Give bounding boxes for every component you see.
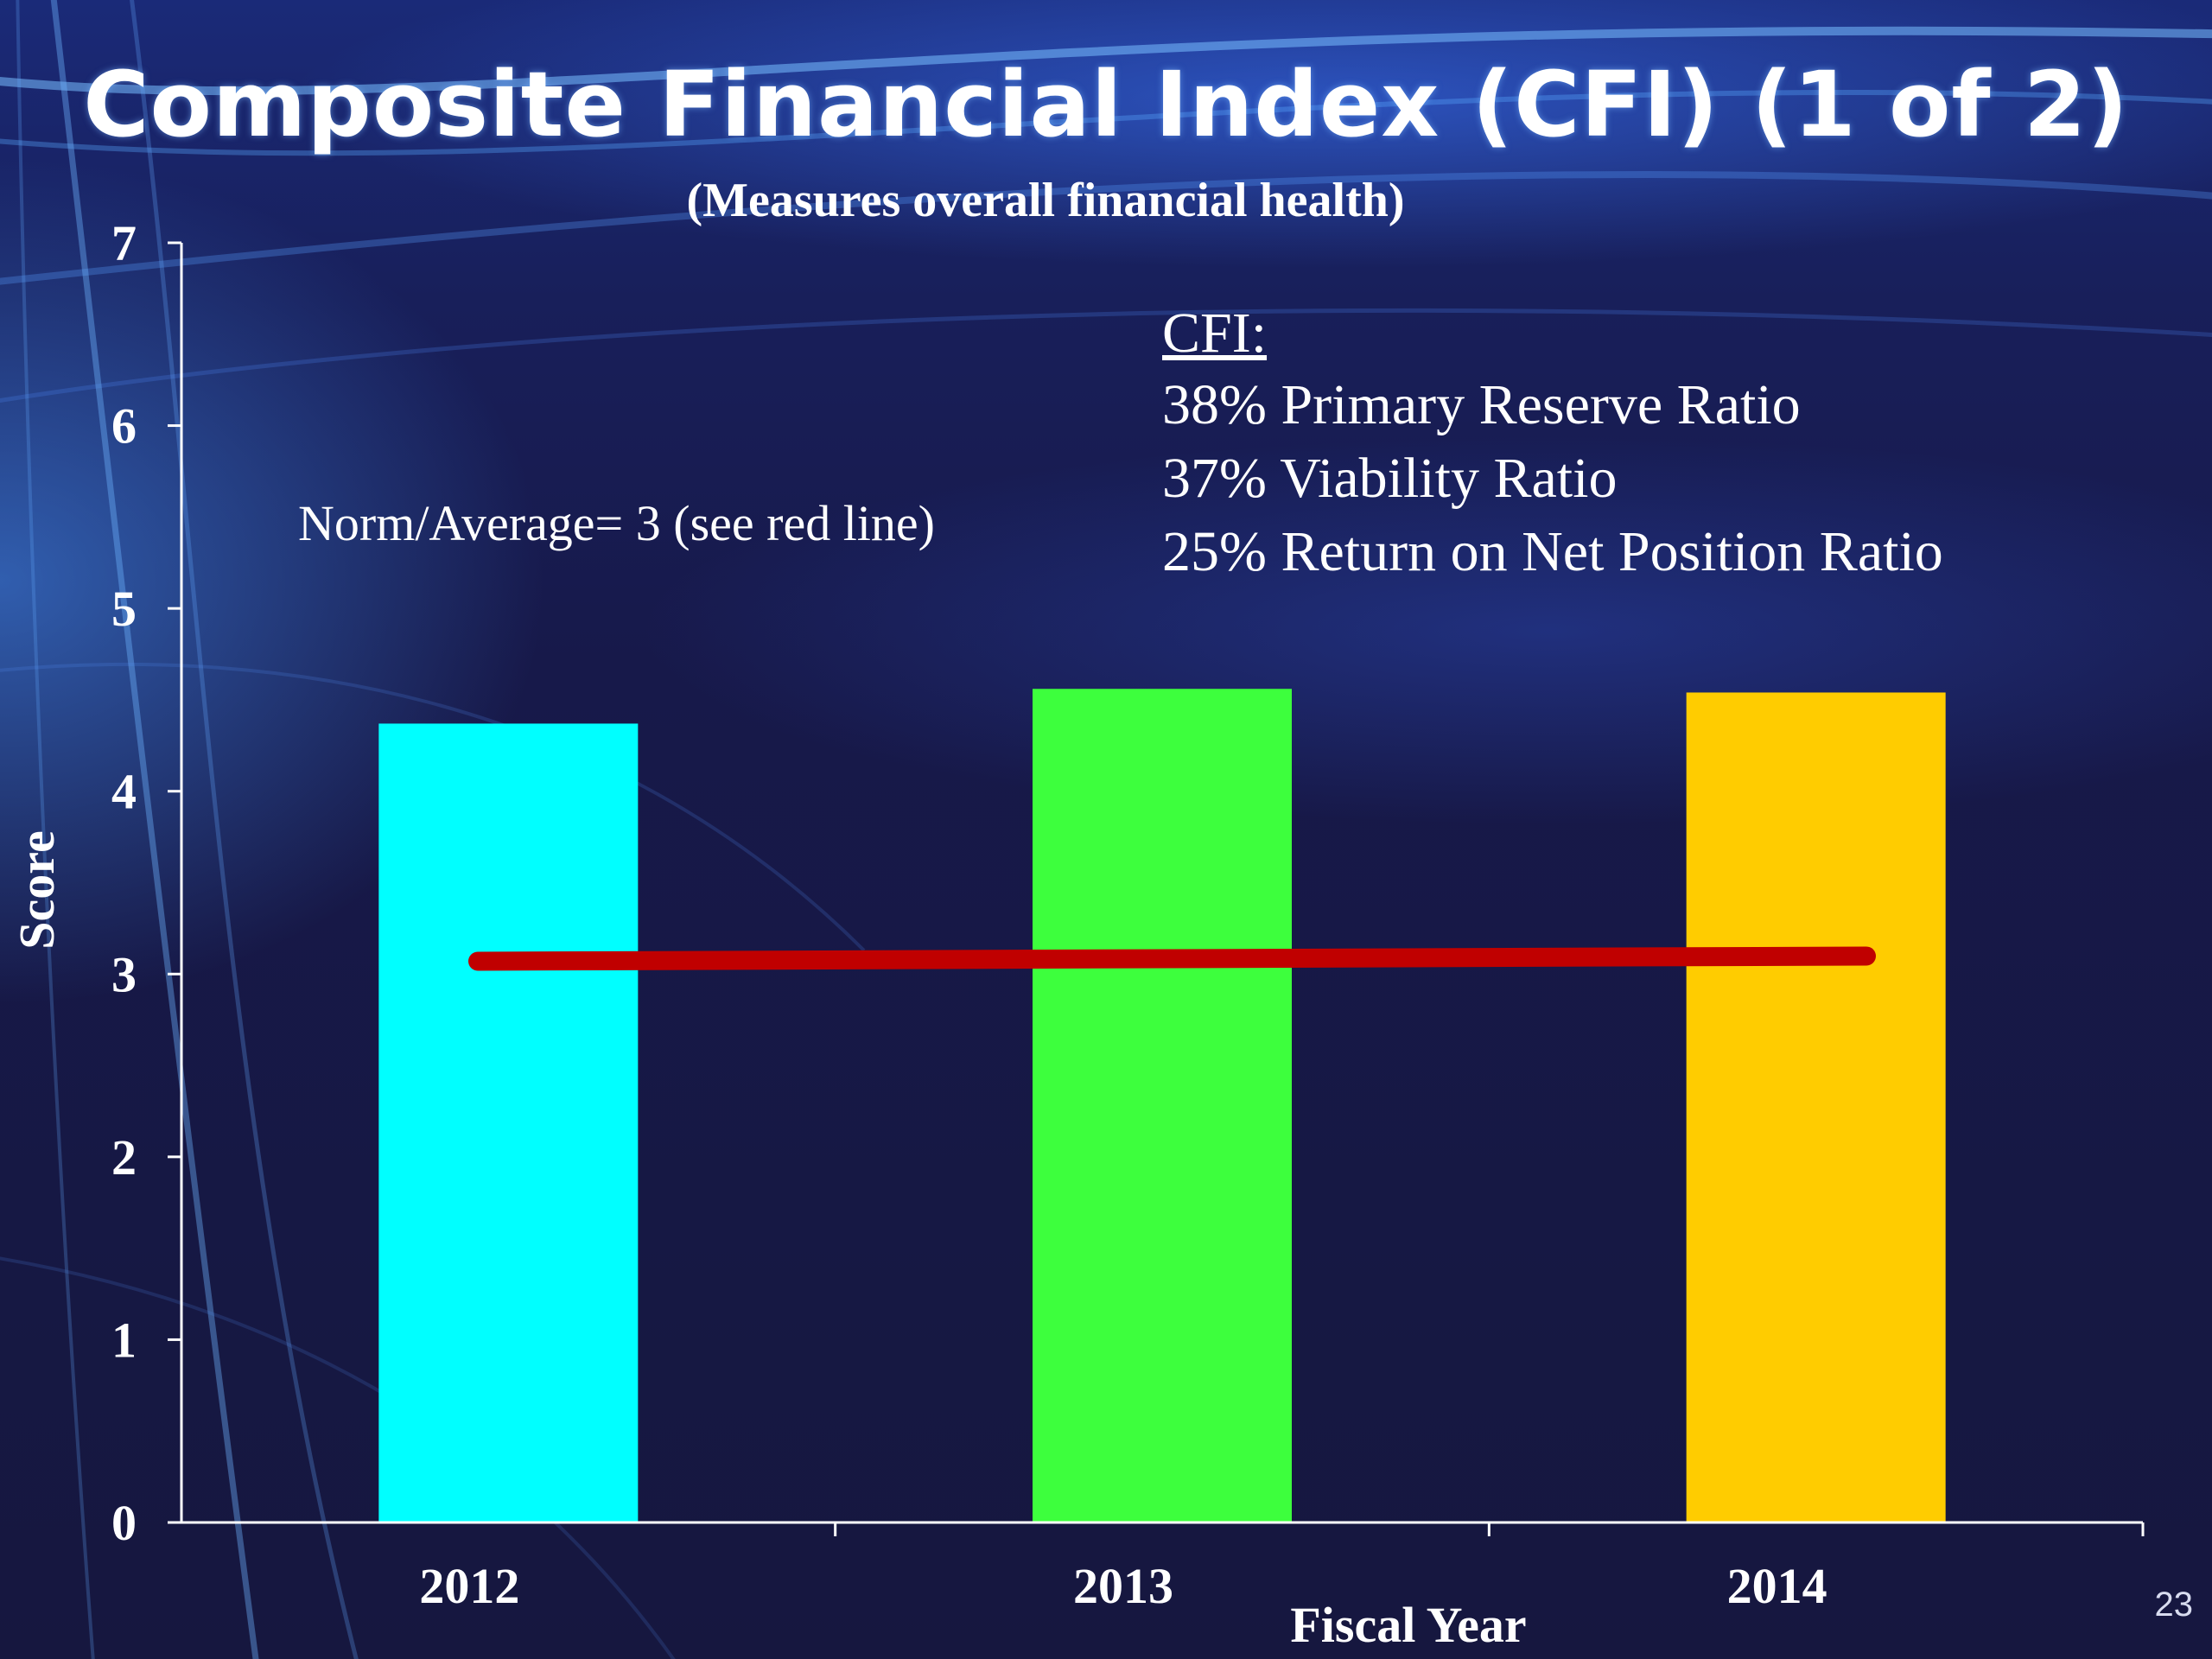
slide-title: Composite Financial Index (CFI) (1 of 2): [83, 52, 2129, 157]
y-tick-label-4: 4: [111, 764, 137, 820]
x-tick-label-2013: 2013: [1073, 1558, 1173, 1614]
slide-subtitle: (Measures overall financial health): [686, 174, 1405, 227]
page-number: 23: [2154, 1586, 2194, 1624]
x-tick-label-2012: 2012: [419, 1558, 519, 1614]
cfi-component-viability: 37% Viability Ratio: [1162, 447, 1618, 510]
bar-2013: [1033, 689, 1292, 1522]
norm-annotation: Norm/Average= 3 (see red line): [298, 495, 935, 551]
cfi-component-primary-reserve: 38% Primary Reserve Ratio: [1162, 373, 1801, 436]
x-axis-title: Fiscal Year: [1290, 1597, 1526, 1653]
bar-2012: [378, 723, 639, 1522]
y-tick-label-1: 1: [111, 1312, 137, 1368]
y-tick-label-6: 6: [111, 398, 137, 454]
norm-reference-line: [468, 946, 1876, 971]
bar-2014: [1686, 692, 1946, 1522]
y-tick-label-5: 5: [111, 581, 137, 637]
x-tick-label-2014: 2014: [1727, 1558, 1827, 1614]
y-tick-label-7: 7: [111, 215, 137, 271]
cfi-heading: CFI:: [1162, 302, 1268, 365]
y-axis-title: Score: [9, 830, 65, 949]
y-tick-label-3: 3: [111, 946, 137, 1002]
y-tick-label-0: 0: [111, 1495, 137, 1551]
cfi-component-return-on-net-position: 25% Return on Net Position Ratio: [1162, 520, 1943, 583]
y-tick-label-2: 2: [111, 1129, 137, 1185]
